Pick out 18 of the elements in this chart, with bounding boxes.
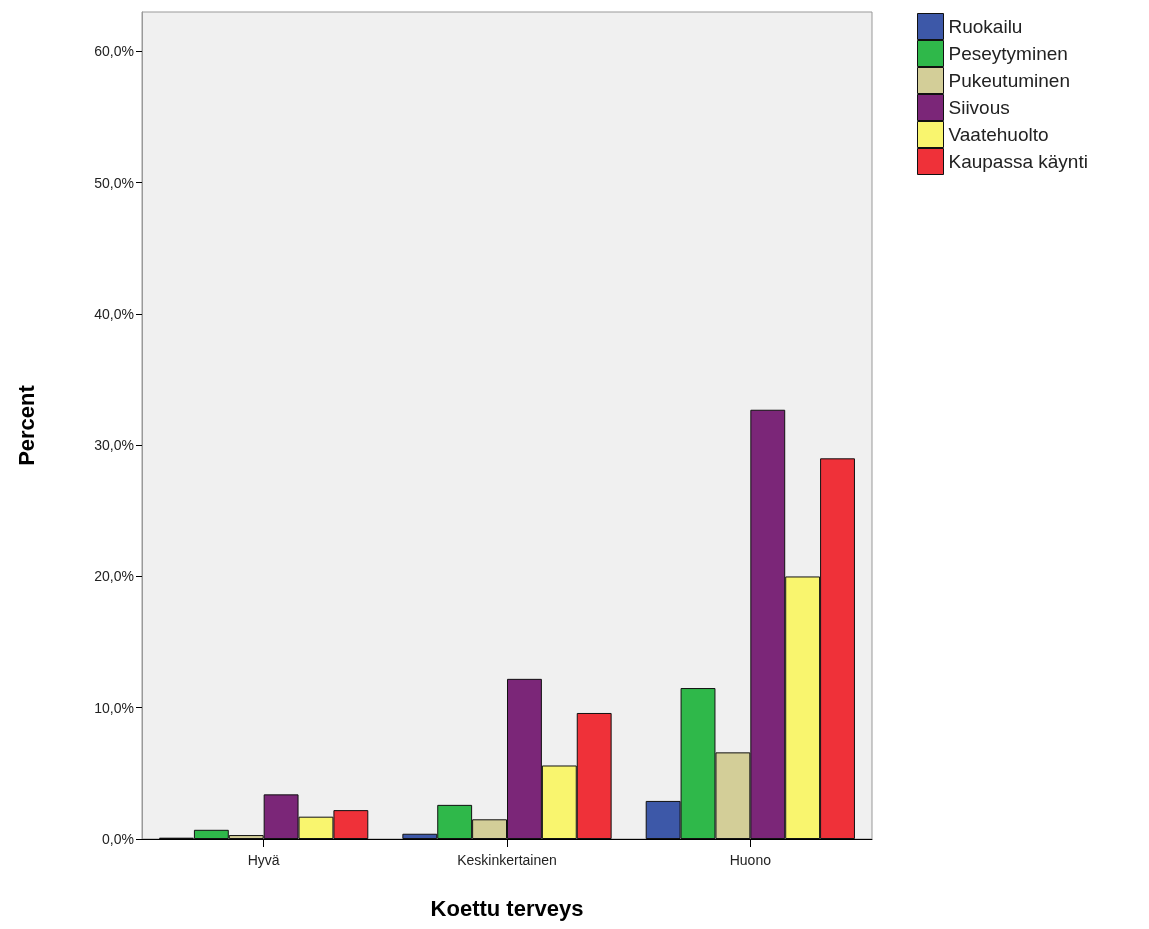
legend-label: Siivous: [948, 97, 1010, 118]
y-tick-label: 10,0%: [94, 699, 134, 716]
x-tick-label: Keskinkertainen: [457, 852, 557, 868]
x-tick-label: Huono: [729, 852, 772, 868]
x-tick-label: Hyvä: [247, 852, 280, 868]
y-tick-label: 30,0%: [94, 437, 134, 454]
y-axis-title: Percent: [13, 384, 39, 466]
legend-label: Pukeutuminen: [948, 70, 1070, 91]
legend-label: Peseytyminen: [948, 43, 1068, 64]
y-tick-label: 40,0%: [94, 305, 134, 322]
y-tick-label: 60,0%: [94, 43, 134, 60]
x-axis-title: Koettu terveys: [430, 895, 584, 921]
legend-label: Vaatehuolto: [948, 124, 1049, 145]
y-tick-label: 50,0%: [94, 174, 134, 191]
y-tick-label: 0,0%: [102, 831, 134, 847]
y-tick-label: 20,0%: [94, 568, 134, 585]
legend-label: Ruokailu: [948, 16, 1023, 37]
legend-label: Kaupassa käynti: [948, 151, 1088, 172]
